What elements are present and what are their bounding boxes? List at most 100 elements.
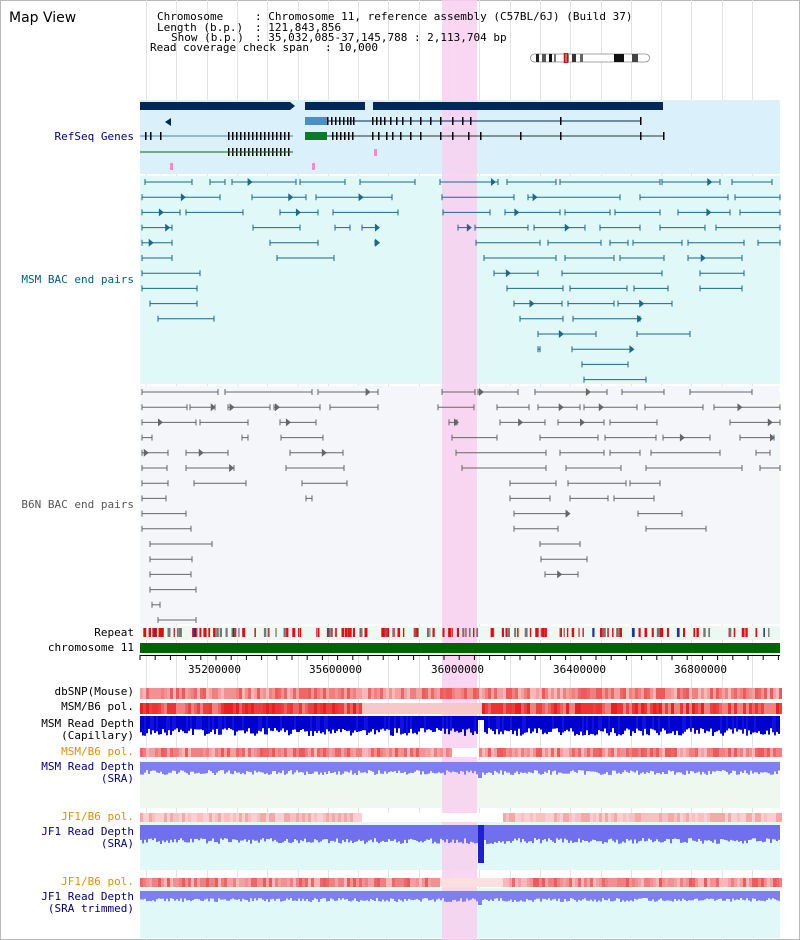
track-label-msm-depth-capillary[interactable]: MSM Read Depth	[41, 717, 134, 730]
track-label-repeat[interactable]: Repeat	[94, 626, 134, 639]
msm-pol-cell	[710, 703, 713, 714]
jf1-sra-depth-bar	[472, 825, 474, 843]
jf1-pol2-cell	[335, 878, 338, 887]
ruler-tick-label: 36000000	[431, 663, 484, 676]
jf1-sra-depth-bar	[386, 825, 388, 842]
track-label-jf1-b6-pol-2[interactable]: JF1/B6 pol.	[61, 875, 134, 888]
jf1-sra-depth-bar	[650, 825, 652, 840]
capillary-depth-bar	[572, 716, 574, 732]
msm-sra-depth-bar	[326, 762, 328, 774]
jf1-sra-depth-bar	[564, 825, 566, 839]
dbsnp-cell	[590, 688, 593, 699]
capillary-depth-bar	[656, 716, 658, 733]
jf1-trim-depth-bar	[560, 891, 562, 902]
jf1-sra-depth-bar	[198, 825, 200, 841]
jf1-pol2-cell	[470, 878, 473, 887]
jf1-sra-depth-bar	[324, 825, 326, 840]
jf1-trim-depth-bar	[728, 891, 730, 899]
capillary-depth-bar	[252, 716, 254, 734]
jf1-sra-depth-bar	[652, 825, 654, 843]
jf1-pol2-cell	[653, 878, 656, 887]
msm-pol2-cell	[281, 748, 284, 757]
jf1-trim-depth-bar	[292, 891, 294, 901]
jf1-pol-cell	[521, 813, 524, 822]
dbsnp-cell	[140, 688, 143, 699]
msm-sra-depth-bar	[672, 762, 674, 771]
jf1-trim-depth-bar	[590, 891, 592, 900]
track-label-jf1-b6-pol-1[interactable]: JF1/B6 pol.	[61, 810, 134, 823]
jf1-pol-cell	[362, 813, 365, 822]
jf1-trim-depth-bar	[456, 891, 458, 902]
msm-sra-depth-bar	[148, 762, 150, 774]
repeat-element	[755, 628, 758, 637]
msm-pol2-cell	[440, 748, 443, 757]
capillary-depth-bar	[620, 716, 622, 736]
dbsnp-cell	[485, 688, 488, 699]
msm-sra-depth-bar	[262, 762, 264, 773]
msm-pol-cell	[761, 703, 764, 714]
jf1-trim-depth-bar	[178, 891, 180, 901]
track-label-msm-depth-sra[interactable]: MSM Read Depth	[41, 760, 134, 773]
jf1-sra-depth-bar	[532, 825, 534, 844]
msm-sra-depth-bar	[618, 762, 620, 773]
msm-pol2-cell	[395, 748, 398, 757]
jf1-trim-depth-bar	[522, 891, 524, 902]
track-label-jf1-depth-sra[interactable]: JF1 Read Depth	[41, 825, 134, 838]
jf1-pol2-cell	[290, 878, 293, 887]
msm-pol-cell	[308, 703, 311, 714]
jf1-sra-depth-bar	[724, 825, 726, 840]
track-label-b6n-bac[interactable]: B6N BAC end pairs	[21, 498, 134, 511]
repeat-element	[173, 628, 175, 637]
msm-pol2-cell	[191, 748, 194, 757]
msm-pol2-cell	[506, 748, 509, 757]
repeat-element	[393, 628, 395, 637]
jf1-trim-depth-bar	[566, 891, 568, 902]
jf1-trim-depth-bar	[752, 891, 754, 899]
msm-sra-depth-bar	[158, 762, 160, 774]
capillary-depth-bar	[390, 716, 392, 736]
track-label-refseq-genes[interactable]: RefSeq Genes	[54, 130, 134, 143]
capillary-depth-bar	[490, 716, 492, 730]
jf1-pol2-cell	[641, 878, 644, 887]
dbsnp-cell	[650, 688, 653, 699]
chromosome-ideogram[interactable]	[530, 53, 650, 63]
jf1-pol2-cell	[155, 878, 158, 887]
capillary-depth-bar	[600, 716, 602, 732]
jf1-pol-cell	[419, 813, 422, 822]
msm-sra-depth-bar	[756, 762, 758, 773]
track-label-chromosome[interactable]: chromosome 11	[47, 641, 134, 654]
msm-pol-cell	[542, 703, 545, 714]
track-label-msm-b6-pol-2[interactable]: MSM/B6 pol.	[61, 745, 134, 758]
jf1-pol-cell	[179, 813, 182, 822]
jf1-trim-depth-bar	[696, 891, 698, 899]
msm-sra-depth-bar	[446, 762, 448, 771]
jf1-pol2-cell	[230, 878, 233, 887]
jf1-sra-depth-bar	[758, 825, 760, 842]
dbsnp-cell	[584, 688, 587, 699]
track-label-dbsnp[interactable]: dbSNP(Mouse)	[54, 685, 134, 698]
track-label-msm-bac[interactable]: MSM BAC end pairs	[21, 273, 134, 286]
jf1-trim-depth-bar	[760, 891, 762, 901]
jf1-trim-depth-bar	[512, 891, 514, 902]
jf1-pol2-cell	[557, 878, 560, 887]
track-label-jf1-depth-trimmed[interactable]: JF1 Read Depth	[41, 890, 134, 903]
jf1-sra-depth-bar	[182, 825, 184, 841]
jf1-sra-depth-bar	[226, 825, 228, 839]
chromosome-key: Chromosome	[157, 10, 224, 23]
jf1-pol-cell	[653, 813, 656, 822]
msm-pol-cell	[644, 703, 647, 714]
jf1-pol2-cell	[737, 878, 740, 887]
capillary-depth-bar	[686, 716, 688, 730]
jf1-sra-depth-bar	[170, 825, 172, 840]
jf1-sra-depth-bar	[732, 825, 734, 841]
msm-sra-depth-bar	[272, 762, 274, 772]
gene-exon	[284, 132, 286, 140]
track-label-msm-b6-pol-1[interactable]: MSM/B6 pol.	[61, 700, 134, 713]
jf1-trim-depth-bar	[506, 891, 508, 902]
msm-sra-depth-bar	[312, 762, 314, 774]
jf1-pol2-cell	[188, 878, 191, 887]
jf1-pol2-cell	[674, 878, 677, 887]
jf1-sra-depth-bar	[604, 825, 606, 843]
capillary-depth-bar	[552, 716, 554, 729]
